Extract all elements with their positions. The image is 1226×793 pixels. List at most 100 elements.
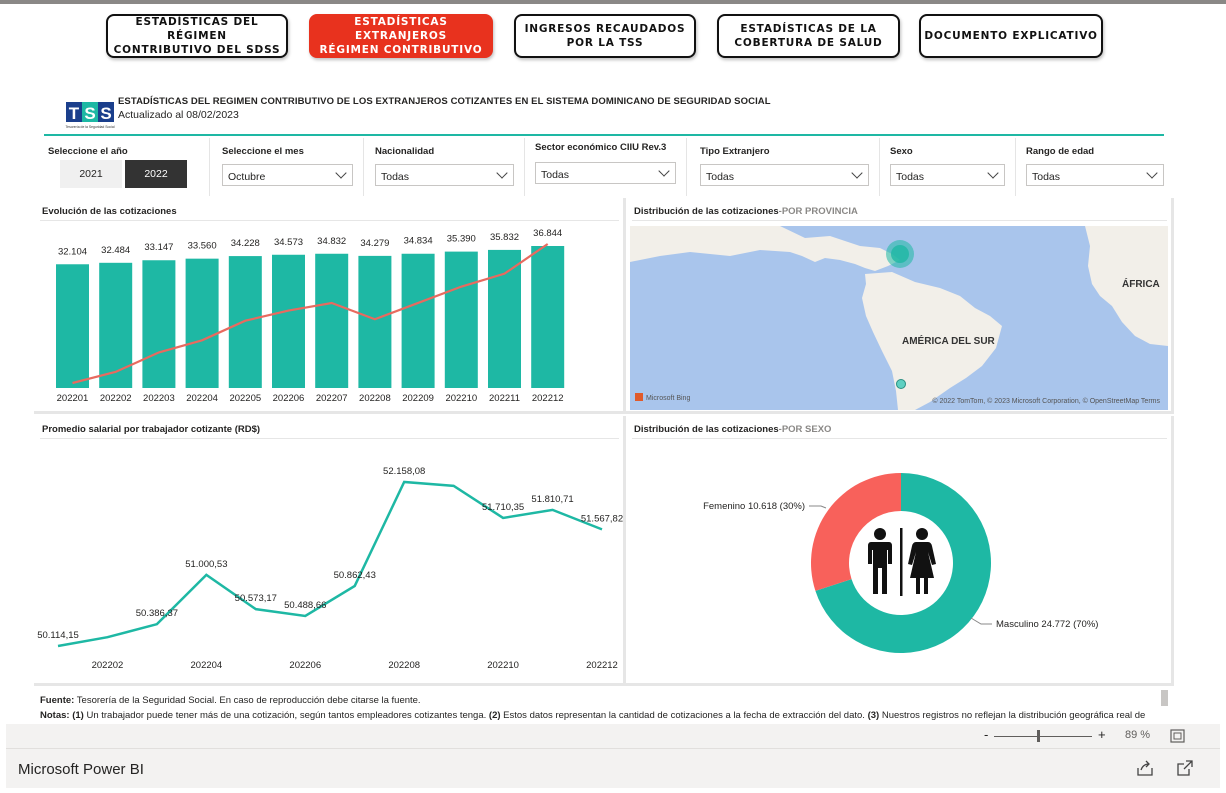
x-tick-label: 202202 [92, 660, 124, 671]
bar-value-label: 32.104 [58, 246, 87, 257]
bar [401, 253, 435, 388]
x-tick-label: 202208 [388, 660, 420, 671]
salary-panel: Promedio salarial por trabajador cotizan… [34, 416, 626, 686]
note-2-marker: (2) [488, 710, 501, 721]
x-tick-label: 202206 [273, 393, 305, 404]
year-button-2022[interactable]: 2022 [125, 160, 187, 188]
gender-icon [868, 528, 936, 596]
x-tick-label: 202209 [402, 393, 434, 404]
share-icon[interactable] [1136, 760, 1154, 776]
year-button-2021[interactable]: 2021 [60, 160, 122, 188]
year-slicer: Seleccione el año [38, 138, 210, 196]
bar [228, 256, 262, 388]
nationality-slicer: Nacionalidad Todas [365, 138, 525, 196]
bar-value-label: 33.560 [188, 241, 217, 252]
trend-line [72, 243, 549, 385]
svg-text:Tesorería de la Seguridad Soci: Tesorería de la Seguridad Social [65, 125, 114, 129]
evolution-title-divider [40, 220, 619, 221]
x-tick-label: 202207 [316, 393, 348, 404]
point-value-label: 51.000,53 [185, 559, 227, 570]
nationality-slicer-label: Nacionalidad [375, 146, 435, 157]
slice-label-masculino: Masculino 24.772 (70%) [996, 619, 1098, 630]
x-tick-label: 202206 [289, 660, 321, 671]
zoom-out-button[interactable]: - [984, 727, 989, 742]
nationality-dropdown[interactable]: Todas [375, 164, 514, 186]
month-value: Octubre [228, 171, 266, 183]
year-slicer-label: Seleccione el año [48, 146, 128, 157]
chevron-down-icon [1146, 167, 1158, 179]
svg-text:T: T [69, 104, 80, 123]
map-land-south-america [862, 272, 1002, 410]
point-value-label: 51.710,35 [482, 502, 524, 513]
type-dropdown[interactable]: Todas [700, 164, 869, 186]
notes-scrollbar[interactable] [1161, 690, 1168, 706]
bar-value-label: 36.844 [533, 228, 562, 239]
bar [444, 251, 478, 388]
sex-title-sub: -POR SEXO [778, 424, 832, 435]
point-value-label: 50.488,66 [284, 600, 326, 611]
sex-dropdown[interactable]: Todas [890, 164, 1005, 186]
donut-slice [815, 473, 991, 653]
open-external-icon[interactable] [1176, 760, 1194, 776]
zoom-slider-track[interactable] [994, 736, 1092, 737]
chevron-down-icon [496, 167, 508, 179]
map-attribution[interactable]: © 2022 TomTom, © 2023 Microsoft Corporat… [932, 397, 1160, 405]
svg-text:S: S [100, 104, 111, 123]
nav-button-documento-explicativo[interactable]: DOCUMENTO EXPLICATIVO [919, 14, 1103, 58]
point-value-label: 51.567,82 [581, 513, 623, 524]
chevron-down-icon [987, 167, 999, 179]
month-slicer-label: Seleccione el mes [222, 146, 304, 157]
type-value: Todas [706, 171, 735, 183]
x-tick-label: 202211 [489, 393, 520, 404]
salary-title-divider [40, 438, 619, 439]
salary-line-chart: 50.114,15 50.386,37 51.000,53 50.573,17 50.4… [37, 466, 623, 671]
note-1-text: Un trabajador puede tener más de una cot… [83, 710, 489, 721]
type-slicer-label: Tipo Extranjero [700, 146, 770, 157]
powerbi-footer: Microsoft Power BI [6, 748, 1220, 788]
source-note-text: Tesorería de la Seguridad Social. En cas… [74, 695, 421, 706]
map-brand: Microsoft Bing [646, 395, 690, 402]
powerbi-brand[interactable]: Microsoft Power BI [18, 761, 144, 778]
sector-dropdown[interactable]: Todas [535, 162, 676, 184]
zoom-slider-thumb[interactable] [1037, 730, 1041, 742]
note-1-marker: (1) [72, 710, 84, 721]
map-label-africa: ÁFRICA [1122, 277, 1160, 290]
sex-panel: Distribución de las cotizaciones-POR SEX… [626, 416, 1174, 686]
top-border [0, 0, 1226, 4]
month-dropdown[interactable]: Octubre [222, 164, 353, 186]
type-slicer: Tipo Extranjero Todas [690, 138, 880, 196]
fit-to-page-icon[interactable] [1170, 729, 1185, 743]
x-tick-label: 202204 [186, 393, 218, 404]
bar-value-label: 34.228 [231, 238, 260, 249]
map-title-sub: -POR PROVINCIA [778, 206, 858, 217]
evolution-panel: Evolución de las cotizaciones 32.104 2022… [34, 198, 626, 414]
province-map[interactable]: ÁFRICA AMÉRICA DEL SUR Microsoft Bing © … [630, 226, 1168, 410]
notes-label: Notas: [40, 710, 70, 721]
age-dropdown[interactable]: Todas [1026, 164, 1164, 186]
point-value-label: 52.158,08 [383, 466, 425, 477]
nav-button-extranjeros[interactable]: ESTADÍSTICAS EXTRANJEROS RÉGIMEN CONTRIB… [309, 14, 493, 58]
x-tick-label: 202210 [445, 393, 477, 404]
chevron-down-icon [335, 167, 347, 179]
bar-value-label: 32.484 [101, 245, 130, 256]
sex-title-main: Distribución de las cotizaciones [634, 424, 779, 435]
bar-value-label: 34.279 [360, 238, 389, 249]
zoom-in-button[interactable]: + [1098, 727, 1106, 742]
x-tick-label: 202201 [57, 393, 89, 404]
bar [358, 255, 392, 388]
map-label-south-america: AMÉRICA DEL SUR [902, 334, 996, 347]
nav-button-cobertura-salud[interactable]: ESTADÍSTICAS DE LA COBERTURA DE SALUD [717, 14, 900, 58]
bar [99, 262, 133, 388]
point-value-label: 50.862,43 [334, 570, 376, 581]
nav-button-regimen-contributivo[interactable]: ESTADÍSTICAS DEL RÉGIMEN CONTRIBUTIVO DE… [106, 14, 288, 58]
chevron-down-icon [851, 167, 863, 179]
map-bubble-inner [891, 245, 909, 263]
map-land-africa [1085, 226, 1168, 346]
bar [272, 254, 305, 388]
sex-donut-chart: Femenino 10.618 (30%) Masculino 24.772 (7… [703, 473, 1098, 653]
x-tick-label: 202204 [191, 660, 223, 671]
zoom-level: 89 % [1125, 729, 1151, 741]
month-slicer: Seleccione el mes Octubre [212, 138, 364, 196]
nav-button-ingresos-recaudados[interactable]: INGRESOS RECAUDADOS POR LA TSS [514, 14, 696, 58]
leader-line [809, 505, 827, 509]
